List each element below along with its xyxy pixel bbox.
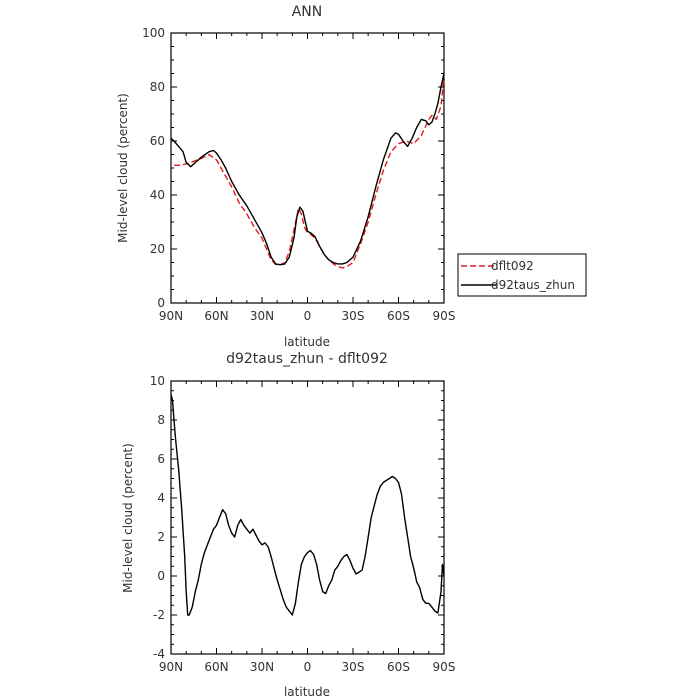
x-tick-label-30s: 30S (342, 309, 365, 323)
x-axis-label: latitude (284, 335, 330, 349)
legend-label-d92taus_zhun: d92taus_zhun (491, 278, 575, 292)
series-line-difference (170, 394, 445, 616)
x-tick-label-60s: 60S (387, 309, 410, 323)
x-tick-label-90n: 90N (159, 660, 183, 674)
series-lines (170, 73, 445, 269)
y-tick-label-2: 2 (157, 530, 165, 544)
series-lines (170, 394, 445, 616)
chart-title: d92taus_zhun - dflt092 (226, 351, 388, 367)
x-tick-label-0: 0 (304, 309, 312, 323)
x-tick-label-30n: 30N (250, 660, 274, 674)
top-chart: ANN 90N 60N 30N 0 30S 60S 90S 0 20 40 60 80 100 lati… (116, 4, 455, 349)
y-axis-label: Mid-level cloud (percent) (121, 443, 135, 593)
x-tick-label-90s: 90S (433, 660, 456, 674)
y-tick-label-100: 100 (142, 26, 165, 40)
chart-title: ANN (292, 4, 323, 20)
tick-marks (170, 380, 445, 655)
y-tick-label-80: 80 (150, 80, 165, 94)
tick-marks (170, 32, 445, 304)
y-tick-label-0: 0 (157, 296, 165, 310)
x-tick-label-0: 0 (304, 660, 312, 674)
tick-labels: 90N 60N 30N 0 30S 60S 90S 0 20 40 60 80 100 (142, 26, 455, 323)
x-tick-label-60s: 60S (387, 660, 410, 674)
y-tick-label-2: -2 (153, 608, 165, 622)
y-tick-label-60: 60 (150, 134, 165, 148)
legend-box (457, 253, 587, 297)
y-tick-label-0: 0 (157, 569, 165, 583)
plot-frame (170, 32, 445, 304)
legend-label-dflt092: dflt092 (491, 259, 534, 273)
x-tick-label-60n: 60N (204, 660, 228, 674)
x-tick-label-90s: 90S (433, 309, 456, 323)
y-tick-label-40: 40 (150, 188, 165, 202)
bottom-chart: d92taus_zhun - dflt092 90N 60N 30N 0 30S 60S 9… (121, 351, 455, 699)
y-tick-label-8: 8 (157, 413, 165, 427)
y-axis-label: Mid-level cloud (percent) (116, 93, 130, 243)
x-axis-label: latitude (284, 685, 330, 699)
x-tick-label-90n: 90N (159, 309, 183, 323)
y-tick-label-4: -4 (153, 647, 165, 661)
legend: dflt092 d92taus_zhun (457, 253, 587, 297)
plot-frame (170, 380, 445, 655)
x-tick-label-30n: 30N (250, 309, 274, 323)
x-tick-label-30s: 30S (342, 660, 365, 674)
tick-labels: 90N 60N 30N 0 30S 60S 90S -4 -2 0 2 4 6 8 10 (150, 374, 456, 674)
y-tick-label-20: 20 (150, 242, 165, 256)
y-tick-label-10: 10 (150, 374, 165, 388)
series-line-dflt092 (174, 76, 445, 269)
y-tick-label-4: 4 (157, 491, 165, 505)
y-tick-label-6: 6 (157, 452, 165, 466)
x-tick-label-60n: 60N (204, 309, 228, 323)
series-line-d92taus-zhun (170, 73, 445, 266)
